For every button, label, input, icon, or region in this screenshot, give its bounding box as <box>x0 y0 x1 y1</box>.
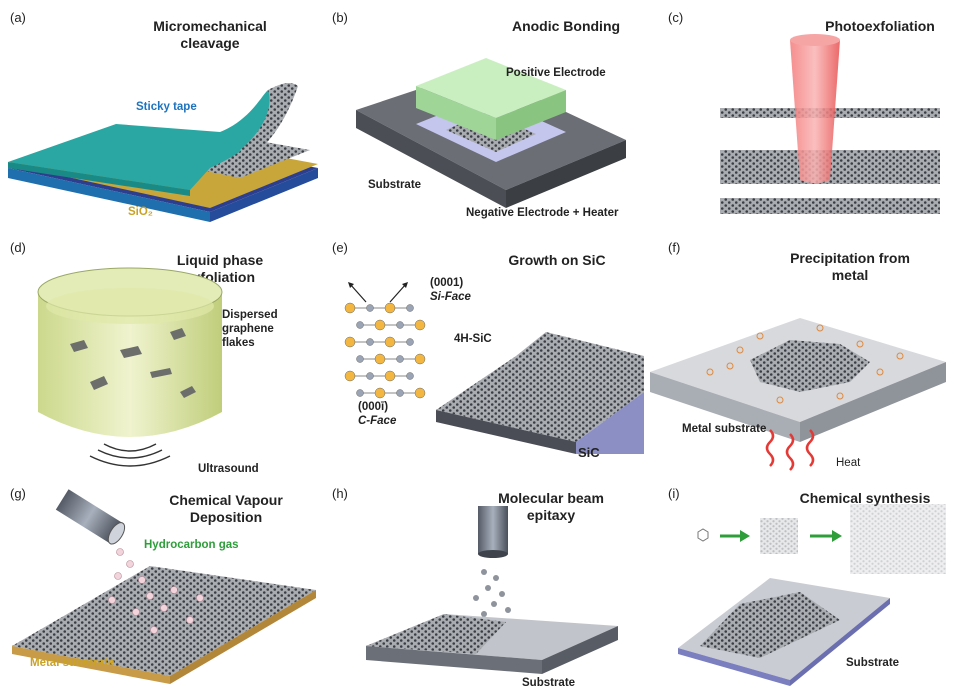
c-atom <box>406 338 414 346</box>
sio2-label: SiO₂ <box>128 206 153 218</box>
si-atom <box>344 336 356 348</box>
metal-substrate-label: Metal substrate <box>682 423 767 435</box>
panel-e: (e) Growth on SiC (0001) Si-Face 4H-SiC … <box>326 232 644 477</box>
si-atom <box>374 387 386 399</box>
si-face-label: Si-Face <box>430 291 471 303</box>
c-atom <box>356 321 364 329</box>
panel-label-e: (e) <box>332 240 348 255</box>
substrate-label-h: Substrate <box>522 677 576 689</box>
ultrasound-label: Ultrasound <box>198 463 259 475</box>
c-face-index-label: (000ī) <box>358 401 389 413</box>
negative-electrode-label: Negative Electrode + Heater <box>466 207 619 219</box>
si-atom <box>384 336 396 348</box>
substrate-label-i: Substrate <box>846 657 900 669</box>
panel-a: (a) Micromechanical cleavage Sticky tape… <box>0 0 318 230</box>
panel-title-i: Chemical synthesis <box>799 490 931 506</box>
panel-g: (g) Chemical Vapour Deposition Hydrocarb… <box>0 480 318 689</box>
c-atom <box>396 321 404 329</box>
si-atom <box>414 387 426 399</box>
panel-label-b: (b) <box>332 10 348 25</box>
c-atom <box>356 389 364 397</box>
c-face-label: C-Face <box>358 415 397 427</box>
panel-label-f: (f) <box>668 240 681 255</box>
panel-title-c: Photoexfoliation <box>825 18 935 34</box>
si-face-index-label: (0001) <box>430 277 464 289</box>
micromechanical-cleavage-illustration <box>8 83 318 222</box>
cvd-illustration <box>12 489 316 684</box>
photoexfoliation-illustration <box>720 34 940 214</box>
c-atom <box>396 389 404 397</box>
panel-title-f: Precipitation from metal <box>790 250 910 283</box>
substrate-label: Substrate <box>368 179 422 191</box>
si-atom <box>414 319 426 331</box>
panel-label-a: (a) <box>10 10 26 25</box>
panel-label-g: (g) <box>10 486 26 501</box>
panel-b: (b) Anodic Bonding Positive Electrode Su… <box>326 0 644 230</box>
si-atom <box>374 353 386 365</box>
panel-f: (f) Precipitation from metal Metal subst… <box>640 232 954 477</box>
c-atom <box>406 304 414 312</box>
c-atom <box>366 372 374 380</box>
mbe-illustration <box>366 506 618 674</box>
panel-c: (c) Photoexfoliation <box>640 0 954 230</box>
si-atom <box>414 353 426 365</box>
si-atom <box>374 319 386 331</box>
chemical-synthesis-illustration <box>678 504 946 686</box>
panel-title-b: Anodic Bonding <box>511 18 621 34</box>
sticky-tape-label: Sticky tape <box>136 101 197 113</box>
growth-on-sic-illustration <box>344 282 644 454</box>
anodic-bonding-illustration <box>356 58 626 208</box>
si-atom <box>384 370 396 382</box>
c-atom <box>396 355 404 363</box>
panel-h: (h) Molecular beam epitaxy Substrate <box>326 480 644 689</box>
sic-lattice <box>344 302 426 399</box>
c-atom <box>366 338 374 346</box>
panel-label-c: (c) <box>668 10 684 25</box>
panel-title-h: Molecular beam epitaxy <box>498 490 604 523</box>
polytype-label: 4H-SiC <box>454 333 492 345</box>
c-atom <box>356 355 364 363</box>
si-atom <box>344 370 356 382</box>
hydrocarbon-gas-label: Hydrocarbon gas <box>144 539 239 551</box>
panel-i: (i) Chemical synthesis Substrate <box>640 480 954 689</box>
c-atom <box>366 304 374 312</box>
si-atom <box>384 302 396 314</box>
panel-title-g: Chemical Vapour Deposition <box>169 492 283 525</box>
dispersed-flakes-label: Dispersed graphene flakes <box>222 309 278 349</box>
c-atom <box>406 372 414 380</box>
panel-label-d: (d) <box>10 240 26 255</box>
panel-title-e: Growth on SiC <box>508 252 606 268</box>
sic-label: SiC <box>578 445 600 460</box>
panel-label-h: (h) <box>332 486 348 501</box>
metal-substrate-label-g: Metal substrate <box>30 657 115 669</box>
liquid-phase-exfoliation-illustration <box>37 267 223 467</box>
panel-title-a: Micromechanical cleavage <box>153 18 267 51</box>
heat-label: Heat <box>836 457 861 469</box>
panel-d: (d) Liquid phase exfoliation Dispersed g… <box>0 232 318 477</box>
positive-electrode-label: Positive Electrode <box>506 67 606 79</box>
panel-label-i: (i) <box>668 486 680 501</box>
si-atom <box>344 302 356 314</box>
precipitation-from-metal-illustration <box>650 318 946 471</box>
